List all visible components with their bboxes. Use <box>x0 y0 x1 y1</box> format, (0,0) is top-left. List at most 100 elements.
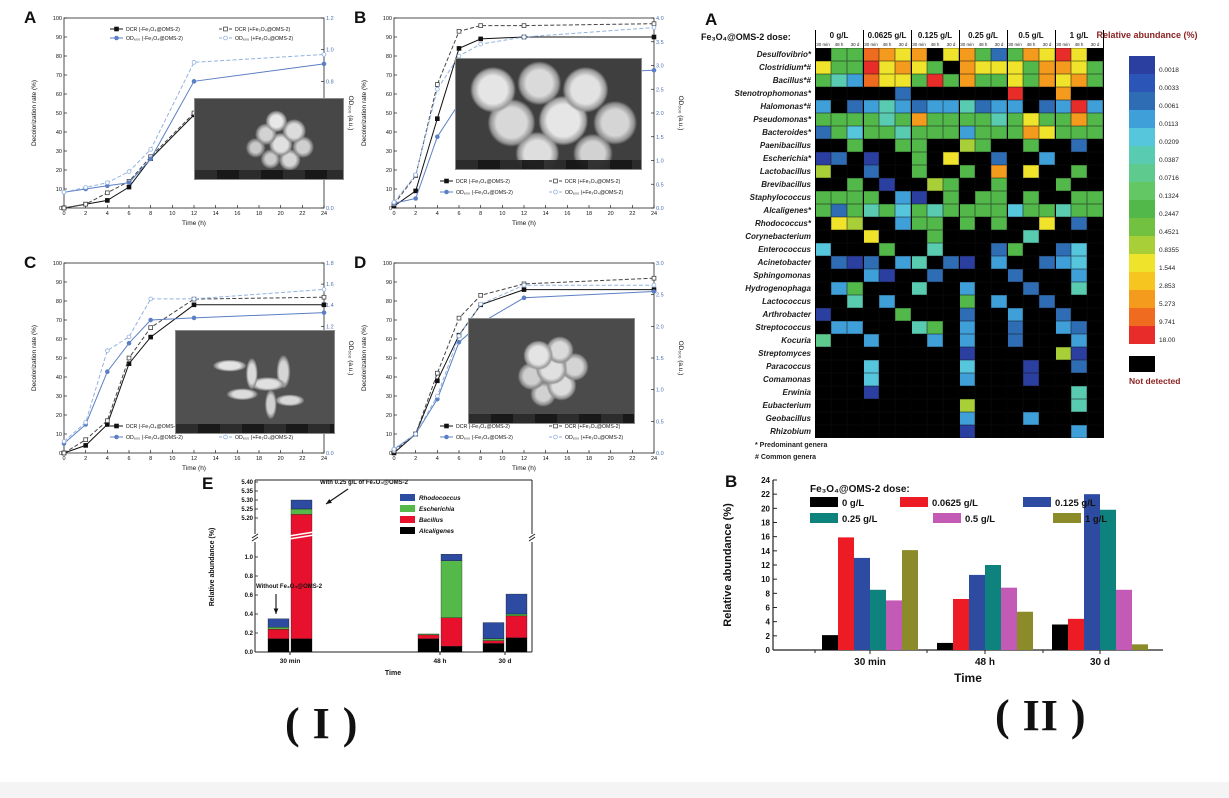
data-point <box>148 296 153 302</box>
data-point <box>105 369 110 375</box>
data-point <box>223 26 228 32</box>
x-tick-label: 22 <box>299 211 305 217</box>
bar <box>854 557 870 650</box>
heatmap-cell <box>879 308 895 321</box>
data-point <box>114 423 119 429</box>
heatmap-cell <box>879 256 895 269</box>
heatmap-cell <box>959 269 975 282</box>
heatmap-cell <box>975 269 991 282</box>
y-right-tick-label: 2.5 <box>656 87 664 93</box>
heatmap-cell <box>815 74 831 87</box>
bar <box>886 600 902 650</box>
heatmap-cell <box>847 152 863 165</box>
data-point <box>148 156 153 162</box>
data-point <box>521 23 527 28</box>
y-left-axis-label: Decolorization rate (%) <box>361 80 368 146</box>
heatmap-cell <box>991 217 1007 230</box>
y-tick-label: 5.35 <box>241 489 253 495</box>
heatmap-cell <box>1023 204 1039 217</box>
x-tick-label: 22 <box>299 456 305 462</box>
x-tick-label: 0 <box>392 211 395 217</box>
heatmap-cell <box>975 256 991 269</box>
heatmap-cell <box>975 373 991 386</box>
heatmap-cell <box>959 165 975 178</box>
heatmap-cell <box>959 191 975 204</box>
legend-label: DCR (+Fe₃O₄@OMS-2) <box>565 179 620 185</box>
heatmap-cell <box>1055 230 1071 243</box>
data-point <box>444 434 449 440</box>
bar-segment <box>505 593 528 615</box>
data-point <box>651 34 657 40</box>
colorbar-cell <box>1129 290 1155 308</box>
heatmap-cell <box>943 204 959 217</box>
legend-label: OD₆₀₀ (+Fe₃O₄@OMS-2) <box>565 435 623 441</box>
heatmap-cell <box>959 295 975 308</box>
heatmap-cell <box>975 217 991 230</box>
heatmap-cell <box>1071 178 1087 191</box>
heatmap-cell <box>847 191 863 204</box>
y-right-tick-label: 2.5 <box>656 293 664 299</box>
x-axis-label: Time (h) <box>512 220 536 227</box>
data-point <box>321 302 327 308</box>
sem-inset-a <box>194 98 344 180</box>
data-point <box>435 378 440 384</box>
legend-label: DCR (-Fe₃O₄@OMS-2) <box>456 424 510 430</box>
heatmap-cell <box>1039 178 1055 191</box>
bar-segment <box>267 629 290 639</box>
heatmap-cell <box>847 139 863 152</box>
heatmap-cell <box>847 178 863 191</box>
y-left-tick-label: 50 <box>56 111 62 117</box>
data-point <box>435 134 440 140</box>
genus-row-label: Kocuria <box>781 336 811 345</box>
heatmap-cell <box>1039 113 1055 126</box>
heatmap-cell <box>959 61 975 74</box>
heatmap-cell <box>1007 204 1023 217</box>
heatmap-cell <box>975 282 991 295</box>
bar-segment <box>290 638 313 653</box>
heatmap-cell <box>863 61 879 74</box>
heatmap-cell <box>1007 282 1023 295</box>
bar <box>1001 587 1017 650</box>
bar-segment <box>482 643 505 653</box>
y-right-axis-label: OD₆₀₀ (a.u.) <box>677 341 684 376</box>
heatmap-cell <box>1087 334 1103 347</box>
heatmap-cell <box>1071 87 1087 100</box>
heatmap-cell <box>1071 256 1087 269</box>
data-point <box>391 200 397 205</box>
y-tick-label: 4 <box>766 618 771 627</box>
heatmap-cell <box>927 308 943 321</box>
heatmap-cell <box>991 74 1007 87</box>
heatmap-cell <box>847 126 863 139</box>
y-left-tick-label: 100 <box>53 261 62 267</box>
data-point <box>61 439 67 444</box>
heatmap-cell <box>847 87 863 100</box>
genus-row-label: Eubacterium <box>762 401 811 410</box>
heatmap-cell <box>975 191 991 204</box>
y-left-tick-label: 50 <box>386 356 392 362</box>
heatmap-cell <box>959 425 975 438</box>
legend-swatch <box>400 516 415 523</box>
x-tick-label: 16 <box>564 211 570 217</box>
panel-letter-c: C <box>24 253 37 272</box>
genus-row-label: Escherichia* <box>762 154 811 163</box>
heatmap-cell <box>1087 165 1103 178</box>
x-tick-label: 14 <box>213 456 219 462</box>
heatmap-cell <box>895 74 911 87</box>
heatmap-cell <box>1007 217 1023 230</box>
data-point <box>223 35 228 41</box>
heatmap-cell <box>1087 399 1103 412</box>
heatmap-cell <box>863 425 879 438</box>
heatmap-cell <box>863 308 879 321</box>
genus-row-label: Desulfovibrio* <box>756 50 811 59</box>
heatmap-cell <box>815 412 831 425</box>
heatmap-cell <box>831 126 847 139</box>
heatmap-cell <box>895 126 911 139</box>
heatmap-cell <box>975 152 991 165</box>
dose-group-separator <box>959 30 960 438</box>
data-point <box>148 317 153 323</box>
x-category-label: 30 d <box>498 658 511 665</box>
heatmap-cell <box>1055 373 1071 386</box>
heatmap-cell <box>943 87 959 100</box>
heatmap-cell <box>847 360 863 373</box>
heatmap-cell <box>1007 269 1023 282</box>
